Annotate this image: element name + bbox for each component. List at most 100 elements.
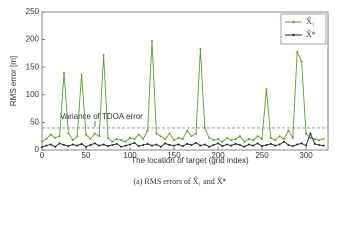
- chart: The location of target (grid index) RMS …: [9, 7, 329, 186]
- series-point: [252, 144, 255, 147]
- series-point: [212, 144, 215, 147]
- series-point: [256, 142, 259, 145]
- y-tick-label: 150: [26, 62, 40, 71]
- series-point: [111, 144, 114, 147]
- series-point: [142, 144, 145, 147]
- series-point: [225, 136, 228, 139]
- series-point: [102, 143, 105, 146]
- caption: (a) RMS errors of X̂₁ and X̂*: [134, 175, 227, 186]
- series-point: [164, 137, 167, 140]
- series-point: [265, 144, 268, 147]
- series-point: [305, 144, 307, 147]
- series-point: [265, 88, 268, 91]
- series-point: [309, 132, 312, 135]
- series-point: [107, 145, 109, 148]
- series-point: [168, 144, 171, 147]
- series-point: [256, 135, 259, 138]
- x-tick-label: 100: [123, 151, 137, 160]
- series-point: [173, 144, 175, 147]
- series-point: [107, 136, 109, 139]
- series-point: [203, 143, 206, 146]
- series-point: [89, 137, 92, 140]
- series-point: [313, 142, 316, 145]
- series-line: [41, 132, 324, 148]
- series-point: [133, 137, 136, 140]
- reference-label: Variance of TDOA error: [60, 112, 143, 121]
- legend-label: X̂₁: [306, 15, 315, 26]
- series-point: [269, 136, 272, 139]
- series-point: [234, 142, 237, 145]
- series-point: [151, 144, 153, 147]
- series-point: [129, 136, 131, 139]
- series-point: [247, 143, 250, 146]
- series-point: [190, 144, 193, 147]
- x-axis-label: The location of target (grid index): [131, 156, 249, 165]
- series-point: [41, 140, 43, 143]
- series-point: [173, 139, 175, 142]
- series-point: [261, 145, 263, 148]
- series-point: [283, 140, 285, 143]
- series-point: [247, 137, 250, 140]
- series-point: [203, 126, 206, 129]
- legend-box: [280, 13, 327, 45]
- series-point: [85, 145, 87, 148]
- series-point: [287, 144, 290, 147]
- series-point: [85, 133, 87, 136]
- y-tick-label: 100: [26, 90, 40, 99]
- series-point: [45, 144, 48, 147]
- series-point: [120, 139, 123, 142]
- series-point: [71, 139, 74, 142]
- series-point: [269, 142, 272, 145]
- series-point: [54, 136, 57, 139]
- series-point: [49, 143, 52, 146]
- series-point: [261, 137, 263, 140]
- series-point: [212, 139, 215, 142]
- series-point: [177, 136, 180, 139]
- series-point: [208, 136, 211, 139]
- series-point: [80, 73, 83, 76]
- y-tick-label: 250: [26, 7, 40, 16]
- series-point: [63, 144, 65, 147]
- x-tick-label: 150: [167, 151, 181, 160]
- series-point: [230, 139, 233, 142]
- x-tick-label: 250: [255, 151, 269, 160]
- plot-frame: [41, 11, 329, 151]
- series-point: [300, 60, 303, 63]
- legend-label: X̂*: [306, 28, 316, 39]
- x-tick-label: 0: [40, 151, 45, 160]
- series-point: [239, 144, 241, 147]
- series-point: [195, 132, 197, 135]
- series-point: [234, 137, 237, 140]
- series-point: [305, 132, 307, 135]
- series-point: [115, 137, 118, 140]
- series-point: [283, 137, 285, 140]
- series-point: [137, 133, 140, 136]
- y-tick-label: 0: [35, 145, 40, 154]
- series-point: [120, 145, 123, 148]
- series-point: [146, 142, 149, 145]
- series-point: [93, 132, 96, 135]
- series-point: [102, 54, 105, 57]
- series-point: [318, 144, 321, 147]
- series-point: [239, 135, 241, 138]
- series-point: [309, 136, 312, 139]
- series-point: [67, 145, 70, 148]
- series-point: [225, 143, 228, 146]
- series-point: [177, 143, 180, 146]
- series-point: [80, 142, 83, 145]
- series-point: [278, 143, 281, 146]
- series-line: [41, 40, 324, 143]
- series-point: [76, 144, 79, 147]
- series-point: [322, 137, 325, 140]
- series-point: [287, 129, 290, 132]
- x-tick-label: 200: [211, 151, 225, 160]
- series-point: [98, 135, 101, 138]
- series-point: [186, 142, 189, 145]
- legend-marker: [292, 33, 295, 37]
- series-point: [181, 137, 184, 140]
- series-point: [208, 145, 211, 148]
- series-point: [243, 140, 246, 143]
- series-point: [89, 144, 92, 147]
- series-point: [252, 139, 255, 142]
- series-point: [186, 129, 189, 132]
